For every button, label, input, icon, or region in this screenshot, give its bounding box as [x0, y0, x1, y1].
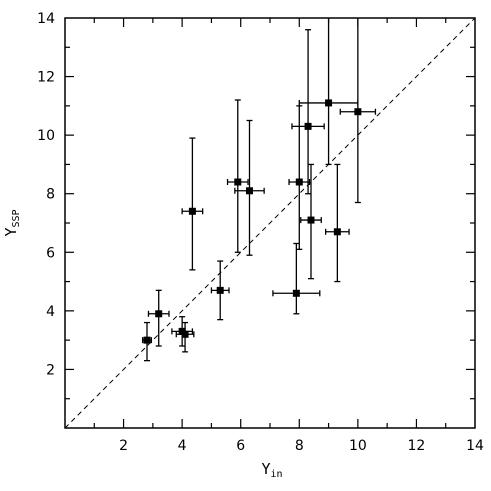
- reference-line-group: [64, 17, 476, 429]
- data-points: [141, 18, 377, 362]
- square-marker: [354, 108, 362, 116]
- y-tick-label: 10: [37, 128, 55, 144]
- x-axis-label-subscript: in: [270, 469, 282, 480]
- x-tick-label: 12: [408, 438, 426, 454]
- x-axis-label: Υin: [261, 460, 282, 480]
- data-point: [288, 105, 311, 251]
- data-point: [210, 260, 230, 321]
- data-point: [181, 137, 204, 271]
- square-marker: [295, 178, 303, 186]
- square-marker: [325, 99, 333, 107]
- x-tick-label: 4: [178, 438, 187, 454]
- y-tick-label: 12: [37, 70, 55, 86]
- square-marker: [155, 310, 163, 318]
- y-axis-label-symbol: Υ: [2, 228, 20, 237]
- square-marker: [234, 178, 242, 186]
- y-tick-label: 14: [37, 11, 55, 27]
- y-axis-label-subscript: SSP: [11, 209, 22, 227]
- square-marker: [143, 336, 151, 344]
- square-marker: [307, 216, 315, 224]
- square-marker: [304, 122, 312, 130]
- data-point: [175, 321, 195, 353]
- data-point: [141, 321, 153, 362]
- square-marker: [188, 207, 196, 215]
- data-point: [324, 163, 350, 283]
- square-marker: [292, 289, 300, 297]
- square-marker: [246, 187, 253, 195]
- x-tick-label: 14: [466, 438, 484, 454]
- square-marker: [181, 330, 189, 338]
- x-tick-label: 2: [119, 438, 128, 454]
- y-tick-label: 6: [46, 245, 55, 261]
- x-tick-label: 6: [236, 438, 245, 454]
- data-point: [339, 18, 377, 204]
- x-tick-label: 8: [295, 438, 304, 454]
- data-point: [291, 29, 325, 195]
- y-tick-label: 8: [46, 187, 55, 203]
- data-point: [147, 289, 170, 347]
- reference-line: [64, 17, 476, 429]
- data-point: [272, 242, 321, 315]
- y-tick-label: 2: [46, 362, 55, 378]
- x-axis-label-symbol: Υ: [261, 460, 270, 478]
- square-marker: [216, 286, 224, 294]
- axis-ticks: [65, 18, 475, 428]
- y-axis-label: ΥSSP: [2, 209, 22, 236]
- square-marker: [333, 228, 341, 236]
- data-point: [300, 163, 322, 280]
- data-point: [226, 99, 249, 253]
- data-point: [234, 119, 265, 256]
- x-tick-label: 10: [349, 438, 367, 454]
- axis-tick-labels: 2 4 6 8 10 12 14 2 4 6 8 10 12 14: [37, 11, 484, 454]
- y-tick-label: 4: [46, 304, 55, 320]
